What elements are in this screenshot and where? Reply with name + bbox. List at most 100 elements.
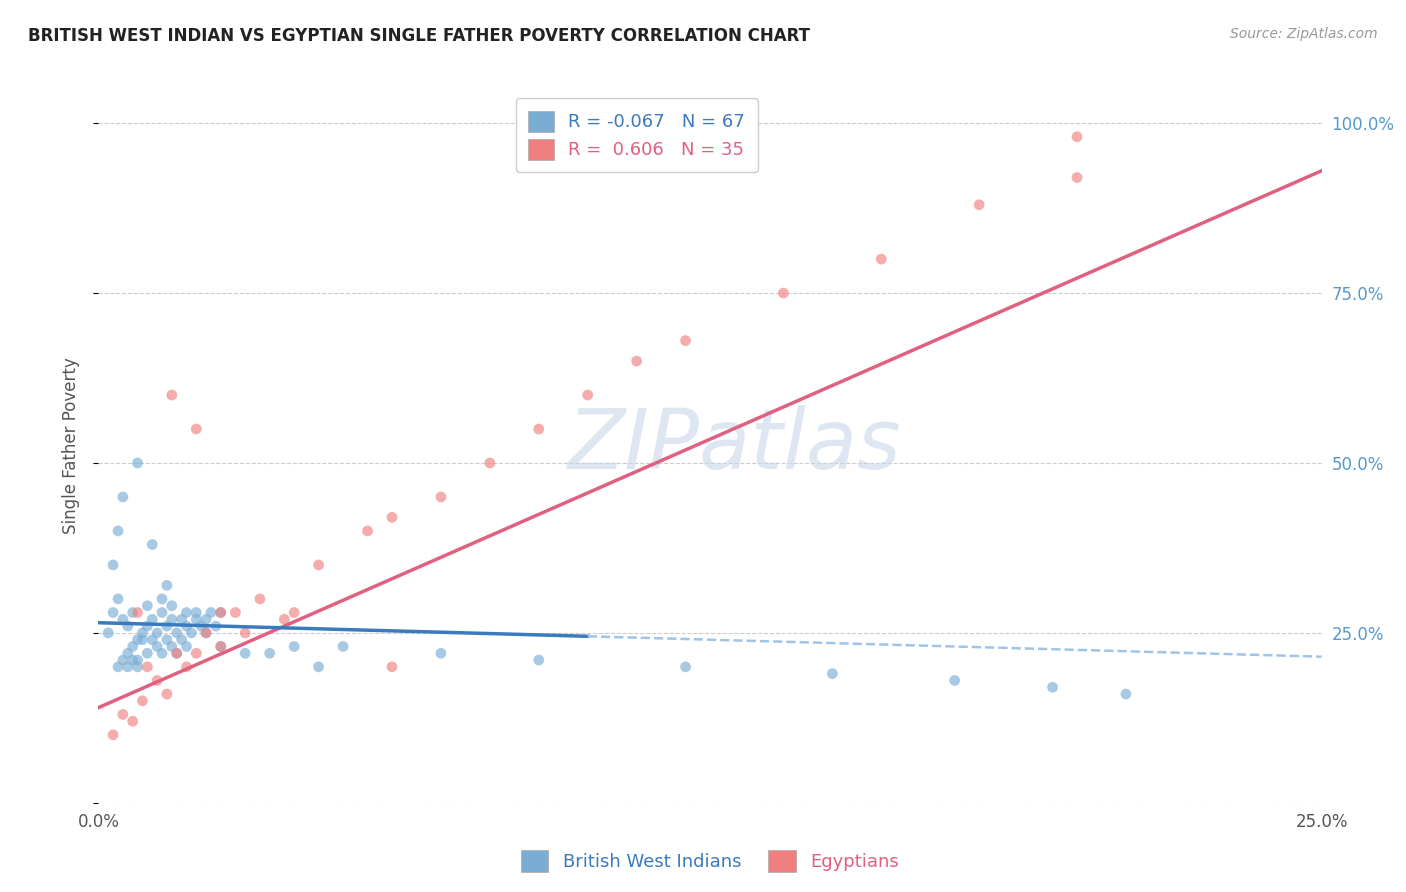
Point — [186, 646, 208, 660]
Point — [233, 646, 256, 660]
Point — [772, 286, 794, 301]
Point — [117, 660, 139, 674]
Point — [195, 626, 218, 640]
Point — [205, 619, 228, 633]
Point — [283, 606, 305, 620]
Point — [101, 728, 124, 742]
Point — [160, 599, 183, 613]
Point — [527, 422, 550, 436]
Point — [224, 606, 246, 620]
Point — [430, 490, 453, 504]
Point — [131, 632, 153, 647]
Point — [195, 626, 218, 640]
Point — [150, 606, 173, 620]
Point — [107, 524, 129, 538]
Point — [308, 660, 330, 674]
Point — [97, 626, 120, 640]
Point — [146, 673, 169, 688]
Point — [111, 612, 134, 626]
Point — [170, 632, 193, 647]
Point — [146, 626, 169, 640]
Point — [209, 640, 232, 654]
Point — [166, 626, 188, 640]
Point — [381, 510, 404, 524]
Point — [121, 640, 143, 654]
Point — [101, 606, 124, 620]
Point — [160, 640, 183, 654]
Point — [170, 612, 193, 626]
Point — [101, 558, 124, 572]
Point — [127, 632, 149, 647]
Point — [308, 558, 330, 572]
Point — [180, 626, 202, 640]
Point — [190, 619, 212, 633]
Y-axis label: Single Father Poverty: Single Father Poverty — [62, 358, 80, 534]
Point — [166, 646, 188, 660]
Point — [176, 606, 198, 620]
Point — [1115, 687, 1137, 701]
Point — [127, 660, 149, 674]
Point — [1066, 129, 1088, 144]
Point — [176, 640, 198, 654]
Point — [259, 646, 281, 660]
Point — [186, 422, 208, 436]
Point — [127, 653, 149, 667]
Point — [675, 660, 697, 674]
Point — [1066, 170, 1088, 185]
Point — [186, 606, 208, 620]
Point — [136, 619, 159, 633]
Point — [141, 537, 163, 551]
Point — [156, 578, 179, 592]
Point — [870, 252, 893, 266]
Point — [121, 714, 143, 729]
Point — [209, 606, 232, 620]
Point — [176, 660, 198, 674]
Point — [160, 612, 183, 626]
Point — [249, 591, 271, 606]
Text: ZIPatlas: ZIPatlas — [568, 406, 901, 486]
Point — [273, 612, 295, 626]
Point — [121, 653, 143, 667]
Point — [576, 388, 599, 402]
Point — [478, 456, 501, 470]
Point — [136, 646, 159, 660]
Point — [626, 354, 648, 368]
Point — [121, 606, 143, 620]
Point — [131, 694, 153, 708]
Point — [186, 612, 208, 626]
Point — [967, 198, 990, 212]
Point — [141, 632, 163, 647]
Point — [195, 612, 218, 626]
Point — [209, 606, 232, 620]
Point — [430, 646, 453, 660]
Point — [107, 660, 129, 674]
Point — [356, 524, 378, 538]
Point — [332, 640, 354, 654]
Point — [176, 619, 198, 633]
Point — [156, 632, 179, 647]
Point — [136, 660, 159, 674]
Point — [136, 599, 159, 613]
Point — [200, 606, 222, 620]
Point — [117, 619, 139, 633]
Point — [127, 456, 149, 470]
Point — [111, 490, 134, 504]
Point — [527, 653, 550, 667]
Point — [166, 646, 188, 660]
Point — [150, 591, 173, 606]
Point — [156, 619, 179, 633]
Point — [209, 640, 232, 654]
Text: Source: ZipAtlas.com: Source: ZipAtlas.com — [1230, 27, 1378, 41]
Point — [381, 660, 404, 674]
Point — [111, 707, 134, 722]
Point — [675, 334, 697, 348]
Point — [1042, 680, 1064, 694]
Legend: British West Indians, Egyptians: British West Indians, Egyptians — [515, 843, 905, 880]
Point — [150, 646, 173, 660]
Point — [156, 687, 179, 701]
Point — [117, 646, 139, 660]
Text: BRITISH WEST INDIAN VS EGYPTIAN SINGLE FATHER POVERTY CORRELATION CHART: BRITISH WEST INDIAN VS EGYPTIAN SINGLE F… — [28, 27, 810, 45]
Point — [146, 640, 169, 654]
Point — [283, 640, 305, 654]
Point — [943, 673, 966, 688]
